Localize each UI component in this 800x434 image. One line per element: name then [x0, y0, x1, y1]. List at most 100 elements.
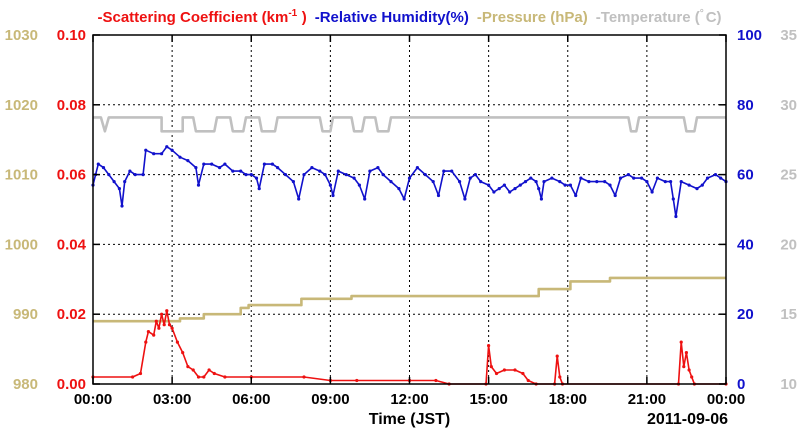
- scattering-data-point: [555, 354, 559, 358]
- humidity-data-point: [120, 204, 124, 208]
- humidity-data-point: [613, 193, 617, 198]
- humidity-data-point: [344, 173, 348, 177]
- humidity-data-point: [254, 176, 259, 180]
- humidity-data-point: [679, 180, 683, 184]
- humidity-data-point: [579, 176, 583, 180]
- humidity-data-point: [165, 145, 169, 149]
- humidity-data-point: [96, 162, 100, 166]
- humidity-tick-label: 60: [737, 167, 754, 184]
- humidity-data-point: [423, 173, 427, 177]
- humidity-data-point: [196, 183, 201, 187]
- scattering-data-point: [138, 371, 143, 376]
- scattering-data-point: [223, 375, 227, 379]
- humidity-data-point: [640, 176, 644, 180]
- scattering-data-point: [202, 375, 206, 379]
- humidity-data-point: [407, 176, 412, 180]
- humidity-data-point: [270, 162, 274, 166]
- scattering-data-point: [513, 368, 517, 372]
- scattering-tick-label: 0.02: [57, 306, 86, 323]
- humidity-data-point: [713, 173, 718, 177]
- pressure-tick-label: 990: [13, 306, 38, 323]
- humidity-data-point: [458, 180, 462, 184]
- humidity-data-point: [194, 166, 198, 170]
- scattering-data-point: [160, 312, 164, 316]
- humidity-data-point: [112, 180, 116, 184]
- scattering-data-point: [521, 371, 525, 376]
- humidity-data-point: [508, 190, 512, 194]
- humidity-data-point: [297, 197, 301, 201]
- humidity-tick-label: 80: [737, 97, 754, 114]
- humidity-data-point: [231, 169, 235, 173]
- scattering-data-point: [355, 378, 359, 383]
- scattering-data-point: [154, 319, 158, 323]
- legend-item-pressure: - Pressure (hPa): [477, 9, 588, 26]
- x-tick-label: 06:00: [232, 391, 270, 408]
- legend-marker: -: [97, 9, 102, 26]
- humidity-tick-label: 40: [737, 236, 754, 253]
- humidity-data-point: [687, 183, 691, 187]
- scattering-data-point: [152, 333, 156, 337]
- legend-item-humidity: - Relative Humidity(%): [315, 9, 469, 26]
- humidity-data-point: [563, 183, 567, 187]
- scattering-data-point: [175, 340, 179, 344]
- humidity-data-point: [574, 193, 578, 198]
- grid: [93, 35, 726, 384]
- scattering-data-point: [157, 326, 161, 330]
- legend-marker: -: [315, 9, 320, 26]
- humidity-data-point: [352, 176, 356, 180]
- humidity-data-point: [381, 173, 385, 177]
- humidity-data-point: [202, 162, 206, 166]
- scattering-data-point: [165, 309, 169, 313]
- humidity-data-point: [357, 183, 361, 187]
- temperature-tick-label: 20: [780, 236, 797, 253]
- scattering-data-point: [682, 365, 686, 369]
- humidity-data-point: [223, 162, 227, 166]
- humidity-data-point: [402, 197, 406, 201]
- scattering-data-point: [186, 365, 190, 369]
- scattering-data-point: [162, 323, 166, 327]
- legend: - Scattering Coefficient (km -1) - Relativ…: [97, 8, 721, 26]
- scattering-data-point: [170, 326, 174, 330]
- scattering-data-point: [687, 368, 691, 372]
- humidity-data-point: [291, 180, 295, 184]
- x-tick-label: 03:00: [153, 391, 191, 408]
- scattering-data-point: [191, 368, 195, 372]
- humidity-data-point: [558, 180, 562, 184]
- humidity-data-point: [323, 173, 327, 177]
- humidity-data-point: [671, 197, 675, 201]
- humidity-data-point: [239, 169, 243, 173]
- temperature-tick-label: 30: [780, 97, 797, 114]
- humidity-data-point: [492, 190, 496, 194]
- axes-layer: 00:00 03:00 06:00 09:00 12:00 15:00 18:00 21:00…: [5, 27, 797, 408]
- pressure-tick-label: 1030: [5, 27, 38, 44]
- scattering-tick-label: 0.06: [57, 167, 86, 184]
- humidity-data-point: [568, 183, 573, 187]
- humidity-data-point: [603, 180, 607, 184]
- humidity-data-point: [463, 197, 467, 201]
- scattering-tick-label: 0.04: [57, 236, 87, 253]
- humidity-data-point: [468, 176, 472, 180]
- humidity-data-point: [389, 180, 393, 184]
- humidity-data-point: [705, 176, 710, 180]
- humidity-data-point: [595, 180, 599, 184]
- scattering-data-point: [181, 351, 185, 355]
- x-tick-label: 21:00: [628, 391, 666, 408]
- humidity-data-point: [331, 193, 335, 198]
- humidity-data-point: [626, 173, 631, 177]
- humidity-data-point: [539, 197, 544, 201]
- humidity-data-point: [101, 166, 106, 170]
- humidity-data-point: [262, 162, 266, 166]
- scattering-data-point: [526, 378, 530, 383]
- humidity-data-point: [363, 197, 367, 201]
- humidity-data-point: [318, 169, 322, 173]
- humidity-tick-label: 20: [737, 306, 754, 323]
- humidity-data-point: [436, 193, 441, 198]
- legend-label: Temperature (: [601, 9, 700, 26]
- humidity-data-point: [107, 173, 111, 177]
- humidity-data-point: [518, 183, 522, 187]
- pressure-tick-label: 1020: [5, 97, 38, 114]
- humidity-data-point: [537, 187, 541, 191]
- humidity-data-point: [695, 187, 699, 191]
- scattering-data-point: [167, 323, 172, 327]
